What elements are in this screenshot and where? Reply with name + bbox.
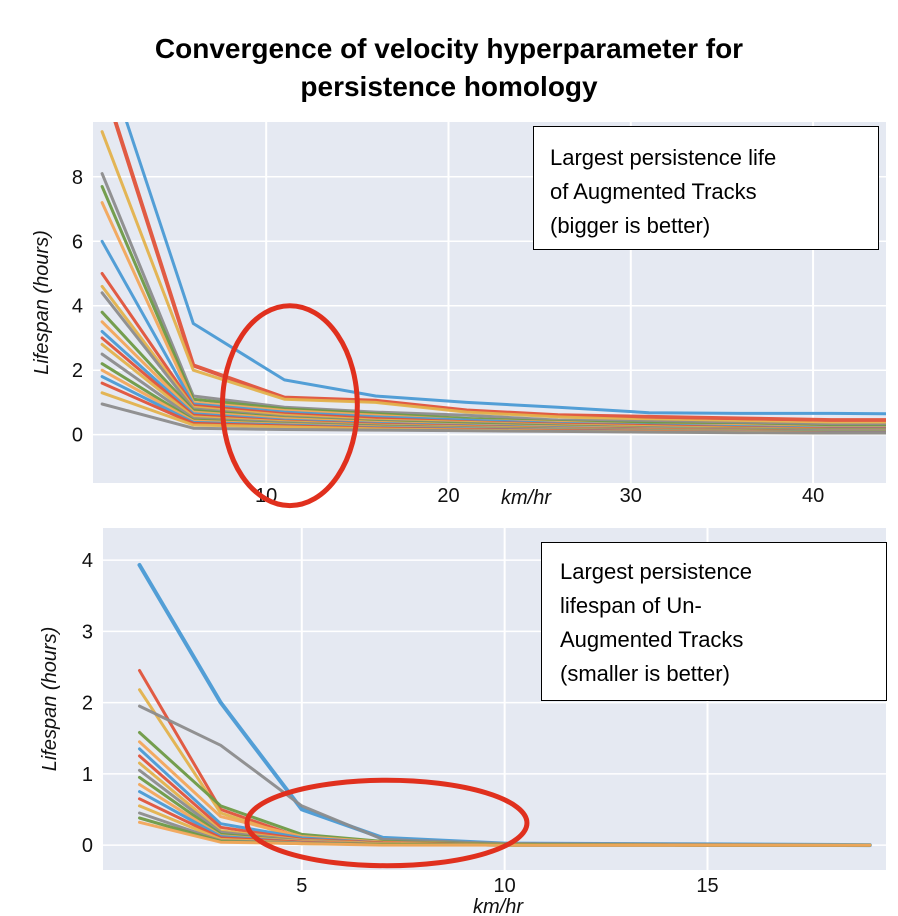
- chart-title: Convergence of velocity hyperparameter f…: [0, 30, 898, 106]
- y-tick-label: 3: [82, 621, 93, 643]
- series-group: [137, 563, 872, 848]
- x-tick-label: 40: [802, 485, 824, 507]
- series-line: [100, 130, 886, 425]
- annotation-line: Augmented Tracks: [560, 627, 744, 652]
- x-tick-label: 15: [696, 875, 718, 897]
- y-tick-label: 2: [72, 360, 83, 382]
- series-line: [125, 122, 886, 416]
- series-line: [100, 402, 886, 435]
- annotation-line: lifespan of Un-: [560, 593, 702, 618]
- x-tick-label: 10: [494, 875, 516, 897]
- y-tick-label: 2: [82, 693, 93, 715]
- highlight-ellipse: [219, 303, 360, 509]
- annotation-line: (bigger is better): [550, 213, 711, 238]
- x-tick-label: 20: [437, 485, 459, 507]
- y-axis-label: Lifespan (hours): [39, 627, 61, 772]
- y-axis-label: Lifespan (hours): [31, 230, 53, 375]
- series-group: [100, 122, 886, 435]
- x-tick-label: 30: [620, 485, 642, 507]
- y-tick-label: 4: [72, 296, 83, 318]
- series-line: [100, 172, 886, 427]
- series-line: [138, 820, 872, 847]
- y-tick-label: 0: [72, 425, 83, 447]
- y-tick-label: 8: [72, 167, 83, 189]
- chart-title-line-1: Convergence of velocity hyperparameter f…: [154, 33, 744, 64]
- x-axis-label: km/hr: [501, 487, 552, 509]
- y-tick-label: 4: [82, 550, 93, 572]
- highlight-ellipse: [244, 777, 530, 869]
- x-tick-label: 5: [296, 875, 307, 897]
- annotation-line: of Augmented Tracks: [550, 179, 757, 204]
- y-tick-label: 0: [82, 835, 93, 857]
- series-line: [113, 122, 886, 423]
- annotation-line: Largest persistence: [560, 559, 752, 584]
- x-axis-label: km/hr: [473, 896, 524, 916]
- chart-title-line-2: persistence homology: [300, 71, 598, 102]
- bottom-chart-annotation-box: Largest persistence lifespan of Un- Augm…: [541, 542, 887, 701]
- top-chart-annotation-box: Largest persistence life of Augmented Tr…: [533, 126, 879, 250]
- y-tick-label: 1: [82, 764, 93, 786]
- y-tick-label: 6: [72, 231, 83, 253]
- annotation-line: (smaller is better): [560, 661, 730, 686]
- annotation-line: Largest persistence life: [550, 145, 777, 170]
